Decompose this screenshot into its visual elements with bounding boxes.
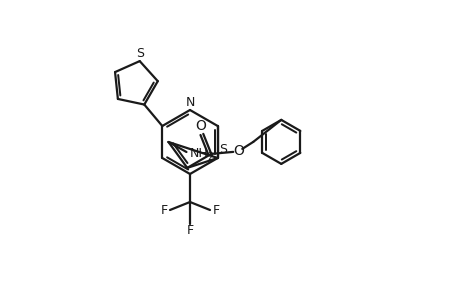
Text: O: O bbox=[195, 119, 205, 133]
Text: N: N bbox=[185, 96, 194, 109]
Text: O: O bbox=[232, 144, 243, 158]
Text: NH: NH bbox=[189, 146, 208, 160]
Text: F: F bbox=[186, 224, 193, 238]
Text: F: F bbox=[212, 203, 219, 217]
Text: 2: 2 bbox=[207, 152, 213, 162]
Text: S: S bbox=[218, 143, 226, 156]
Text: F: F bbox=[160, 203, 167, 217]
Text: S: S bbox=[135, 46, 143, 60]
